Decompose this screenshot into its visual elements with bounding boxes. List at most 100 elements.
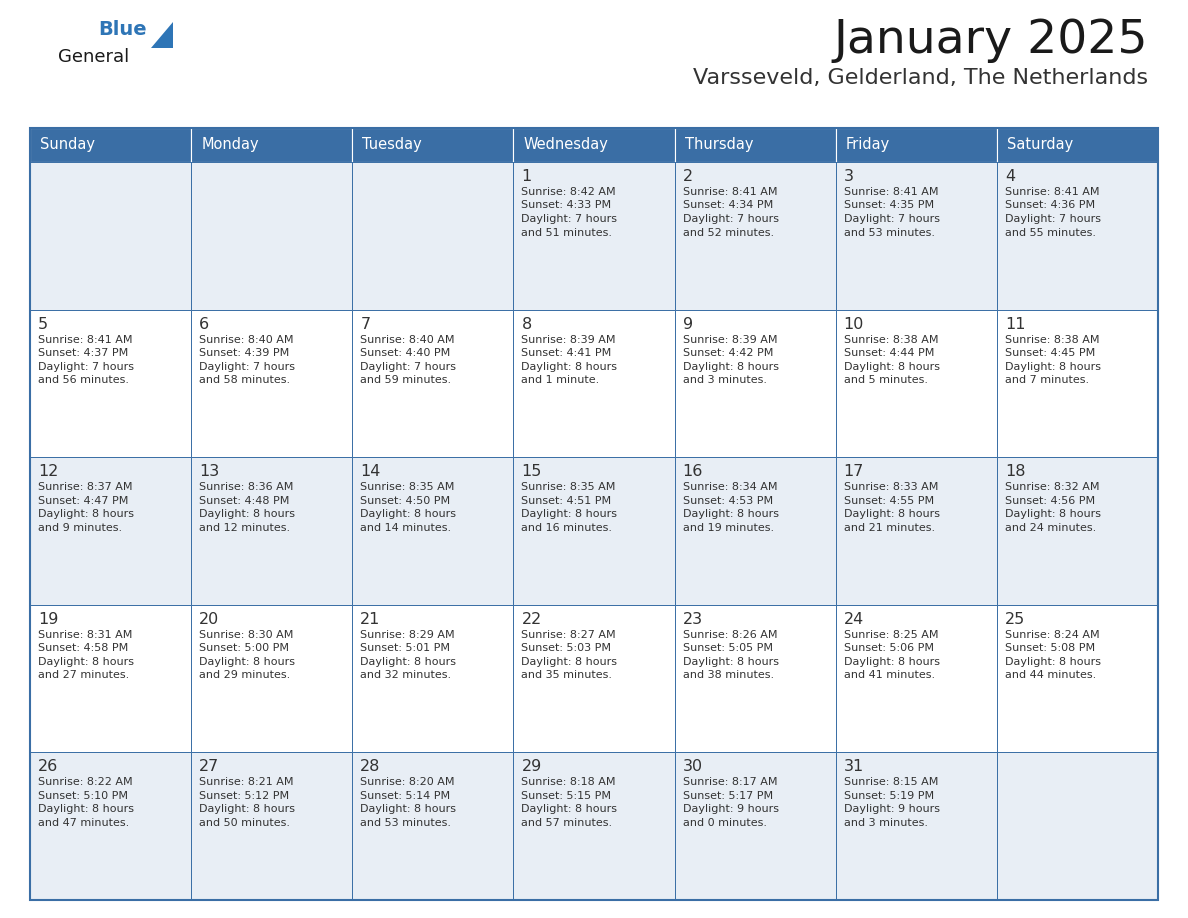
Bar — [997, 309, 1158, 457]
Text: Sunrise: 8:26 AM: Sunrise: 8:26 AM — [683, 630, 777, 640]
Text: and 1 minute.: and 1 minute. — [522, 375, 600, 385]
Text: 27: 27 — [200, 759, 220, 775]
Text: Sunrise: 8:39 AM: Sunrise: 8:39 AM — [522, 334, 615, 344]
Text: and 53 minutes.: and 53 minutes. — [843, 228, 935, 238]
Text: Daylight: 8 hours: Daylight: 8 hours — [38, 656, 134, 666]
Text: Daylight: 8 hours: Daylight: 8 hours — [683, 509, 778, 520]
Text: Blue: Blue — [97, 20, 146, 39]
Text: 6: 6 — [200, 317, 209, 331]
Text: Sunset: 4:47 PM: Sunset: 4:47 PM — [38, 496, 128, 506]
Text: Daylight: 8 hours: Daylight: 8 hours — [360, 656, 456, 666]
Text: and 32 minutes.: and 32 minutes. — [360, 670, 451, 680]
Text: and 21 minutes.: and 21 minutes. — [843, 522, 935, 532]
Text: Sunset: 4:37 PM: Sunset: 4:37 PM — [38, 348, 128, 358]
Text: and 3 minutes.: and 3 minutes. — [843, 818, 928, 828]
Text: Daylight: 8 hours: Daylight: 8 hours — [200, 509, 295, 520]
Text: and 14 minutes.: and 14 minutes. — [360, 522, 451, 532]
Text: Sunrise: 8:33 AM: Sunrise: 8:33 AM — [843, 482, 939, 492]
Bar — [675, 457, 835, 605]
Text: 4: 4 — [1005, 169, 1015, 184]
Text: Sunset: 4:51 PM: Sunset: 4:51 PM — [522, 496, 612, 506]
Text: 28: 28 — [360, 759, 380, 775]
Bar — [30, 753, 191, 900]
Text: and 29 minutes.: and 29 minutes. — [200, 670, 290, 680]
Text: 22: 22 — [522, 611, 542, 627]
Text: Daylight: 9 hours: Daylight: 9 hours — [843, 804, 940, 814]
Text: Sunset: 4:40 PM: Sunset: 4:40 PM — [360, 348, 450, 358]
Text: Sunrise: 8:39 AM: Sunrise: 8:39 AM — [683, 334, 777, 344]
Text: Sunset: 4:34 PM: Sunset: 4:34 PM — [683, 200, 773, 210]
Bar — [835, 457, 997, 605]
Bar — [191, 753, 353, 900]
Text: Sunrise: 8:36 AM: Sunrise: 8:36 AM — [200, 482, 293, 492]
Bar — [997, 457, 1158, 605]
Text: 29: 29 — [522, 759, 542, 775]
Text: Sunday: Sunday — [40, 138, 95, 152]
Text: Sunrise: 8:18 AM: Sunrise: 8:18 AM — [522, 778, 615, 788]
Bar — [30, 128, 191, 162]
Bar — [835, 162, 997, 309]
Text: 3: 3 — [843, 169, 854, 184]
Text: Sunset: 4:39 PM: Sunset: 4:39 PM — [200, 348, 290, 358]
Text: 10: 10 — [843, 317, 864, 331]
Polygon shape — [151, 22, 173, 48]
Text: Sunrise: 8:32 AM: Sunrise: 8:32 AM — [1005, 482, 1099, 492]
Text: Daylight: 8 hours: Daylight: 8 hours — [1005, 656, 1101, 666]
Bar — [835, 753, 997, 900]
Text: and 52 minutes.: and 52 minutes. — [683, 228, 773, 238]
Bar — [191, 309, 353, 457]
Text: and 7 minutes.: and 7 minutes. — [1005, 375, 1089, 385]
Text: Tuesday: Tuesday — [362, 138, 422, 152]
Text: 15: 15 — [522, 465, 542, 479]
Text: 23: 23 — [683, 611, 702, 627]
Bar — [675, 162, 835, 309]
Text: Sunrise: 8:42 AM: Sunrise: 8:42 AM — [522, 187, 617, 197]
Text: Sunset: 4:45 PM: Sunset: 4:45 PM — [1005, 348, 1095, 358]
Text: Sunrise: 8:24 AM: Sunrise: 8:24 AM — [1005, 630, 1099, 640]
Text: Sunrise: 8:31 AM: Sunrise: 8:31 AM — [38, 630, 132, 640]
Text: Daylight: 8 hours: Daylight: 8 hours — [200, 804, 295, 814]
Bar — [513, 605, 675, 753]
Text: Daylight: 8 hours: Daylight: 8 hours — [360, 509, 456, 520]
Text: Sunrise: 8:35 AM: Sunrise: 8:35 AM — [360, 482, 455, 492]
Text: Sunrise: 8:17 AM: Sunrise: 8:17 AM — [683, 778, 777, 788]
Text: Daylight: 8 hours: Daylight: 8 hours — [843, 509, 940, 520]
Text: Sunrise: 8:22 AM: Sunrise: 8:22 AM — [38, 778, 133, 788]
Text: Sunrise: 8:38 AM: Sunrise: 8:38 AM — [1005, 334, 1099, 344]
Text: Friday: Friday — [846, 138, 890, 152]
Text: Sunrise: 8:40 AM: Sunrise: 8:40 AM — [200, 334, 293, 344]
Text: Sunset: 5:17 PM: Sunset: 5:17 PM — [683, 791, 772, 800]
Text: Sunset: 4:33 PM: Sunset: 4:33 PM — [522, 200, 612, 210]
Text: Sunset: 4:41 PM: Sunset: 4:41 PM — [522, 348, 612, 358]
Bar — [997, 162, 1158, 309]
Text: Sunset: 5:00 PM: Sunset: 5:00 PM — [200, 644, 289, 654]
Text: Sunrise: 8:38 AM: Sunrise: 8:38 AM — [843, 334, 939, 344]
Bar — [675, 309, 835, 457]
Text: Varsseveld, Gelderland, The Netherlands: Varsseveld, Gelderland, The Netherlands — [693, 68, 1148, 88]
Bar — [835, 309, 997, 457]
Text: and 38 minutes.: and 38 minutes. — [683, 670, 773, 680]
Text: and 0 minutes.: and 0 minutes. — [683, 818, 766, 828]
Text: and 12 minutes.: and 12 minutes. — [200, 522, 290, 532]
Bar — [30, 457, 191, 605]
Text: 31: 31 — [843, 759, 864, 775]
Text: Daylight: 7 hours: Daylight: 7 hours — [38, 362, 134, 372]
Text: and 51 minutes.: and 51 minutes. — [522, 228, 613, 238]
Text: 26: 26 — [38, 759, 58, 775]
Text: Sunrise: 8:15 AM: Sunrise: 8:15 AM — [843, 778, 939, 788]
Text: Daylight: 7 hours: Daylight: 7 hours — [522, 214, 618, 224]
Text: Sunrise: 8:27 AM: Sunrise: 8:27 AM — [522, 630, 617, 640]
Text: Daylight: 8 hours: Daylight: 8 hours — [38, 804, 134, 814]
Bar — [191, 605, 353, 753]
Text: and 35 minutes.: and 35 minutes. — [522, 670, 613, 680]
Text: Daylight: 8 hours: Daylight: 8 hours — [38, 509, 134, 520]
Bar — [997, 753, 1158, 900]
Text: Sunset: 5:03 PM: Sunset: 5:03 PM — [522, 644, 612, 654]
Text: 11: 11 — [1005, 317, 1025, 331]
Text: and 53 minutes.: and 53 minutes. — [360, 818, 451, 828]
Text: Daylight: 8 hours: Daylight: 8 hours — [1005, 362, 1101, 372]
Text: 7: 7 — [360, 317, 371, 331]
Bar — [191, 457, 353, 605]
Text: and 41 minutes.: and 41 minutes. — [843, 670, 935, 680]
Bar — [835, 605, 997, 753]
